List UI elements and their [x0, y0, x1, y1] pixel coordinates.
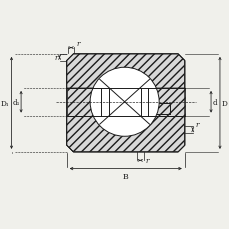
Text: r: r: [145, 156, 149, 164]
Polygon shape: [140, 89, 184, 116]
Text: d: d: [211, 98, 216, 106]
Text: r: r: [54, 54, 57, 62]
Text: B: B: [122, 172, 128, 180]
Text: r: r: [194, 121, 198, 129]
Polygon shape: [66, 116, 184, 152]
Text: D₁: D₁: [1, 99, 9, 107]
Circle shape: [90, 68, 158, 137]
Polygon shape: [66, 55, 184, 152]
Bar: [154, 104, 169, 115]
Bar: [154, 104, 169, 115]
Text: D: D: [221, 99, 226, 107]
Bar: [154, 104, 169, 115]
Polygon shape: [66, 55, 184, 89]
Text: d₁: d₁: [12, 98, 20, 106]
Text: r: r: [76, 40, 80, 48]
Polygon shape: [66, 89, 108, 116]
